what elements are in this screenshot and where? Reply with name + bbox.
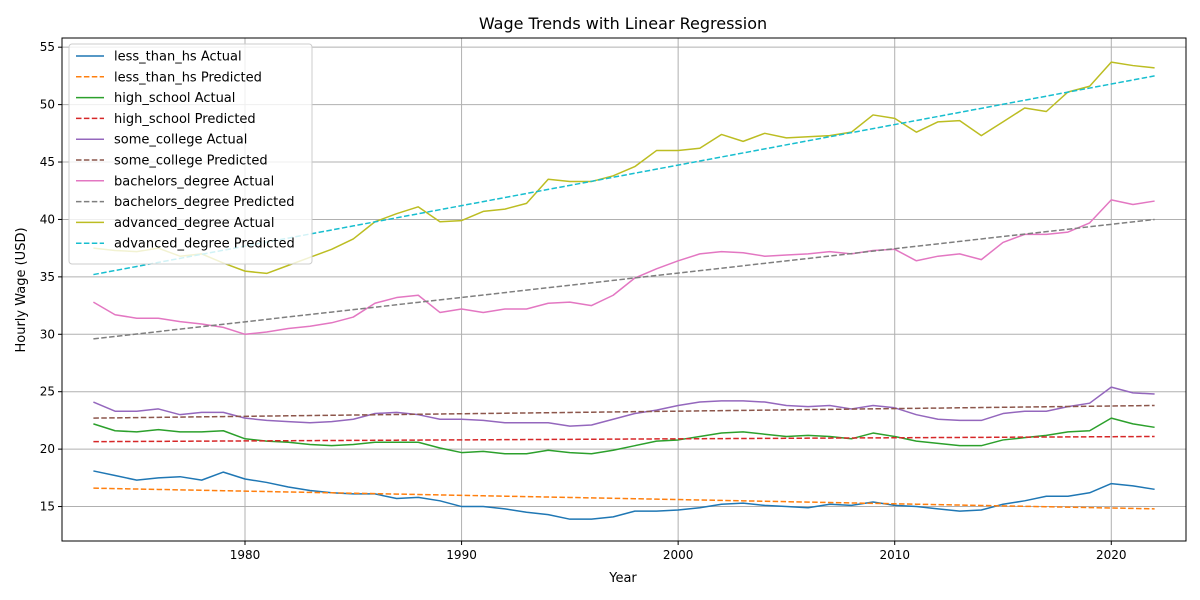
legend-label-bachelors-degree-predicted: bachelors_degree Predicted [114, 195, 295, 210]
series-line-bachelors-degree-actual [93, 199, 1155, 336]
series-lines [93, 61, 1155, 520]
y-tick-label: 45 [40, 155, 55, 169]
y-tick-label: 40 [40, 212, 55, 226]
legend-box [68, 43, 313, 265]
x-axis-label: Year [608, 571, 637, 586]
legend: less_than_hs Actual less_than_hs Predicte… [68, 43, 313, 265]
y-axis-label: Hourly Wage (USD) [14, 227, 29, 352]
y-tick-label: 55 [40, 40, 55, 54]
y-tick-label: 35 [40, 270, 55, 284]
x-axis: 1980 1990 2000 2010 2020 [230, 541, 1127, 562]
legend-label-some-college-actual: some_college Actual [114, 133, 247, 148]
legend-label-advanced-degree-predicted: advanced_degree Predicted [114, 237, 295, 252]
series-line-less-than-hs-predicted [93, 487, 1155, 510]
legend-label-some-college-predicted: some_college Predicted [114, 154, 268, 169]
series-line-some-college-actual [93, 386, 1155, 427]
series-line-less-than-hs-actual [93, 470, 1155, 520]
x-tick-label: 2020 [1096, 548, 1127, 562]
x-tick-label: 2000 [663, 548, 694, 562]
x-tick-label: 1980 [230, 548, 261, 562]
chart-title: Wage Trends with Linear Regression [479, 14, 767, 33]
y-tick-label: 25 [40, 385, 55, 399]
series-line-advanced-degree-actual [93, 61, 1155, 275]
series-line-advanced-degree-predicted [93, 75, 1155, 276]
x-tick-label: 1990 [446, 548, 477, 562]
legend-label-less-than-hs-predicted: less_than_hs Predicted [114, 70, 262, 85]
y-tick-label: 20 [40, 442, 55, 456]
x-tick-label: 2010 [879, 548, 910, 562]
series-line-high-school-predicted [93, 435, 1155, 443]
y-tick-label: 15 [40, 500, 55, 514]
legend-label-high-school-actual: high_school Actual [114, 91, 235, 106]
y-tick-label: 50 [40, 98, 55, 112]
legend-label-less-than-hs-actual: less_than_hs Actual [114, 50, 242, 65]
legend-label-high-school-predicted: high_school Predicted [114, 112, 256, 127]
plot-frame [61, 37, 1187, 542]
y-tick-label: 30 [40, 327, 55, 341]
series-line-some-college-predicted [93, 404, 1155, 419]
legend-label-advanced-degree-actual: advanced_degree Actual [114, 216, 274, 231]
legend-label-bachelors-degree-actual: bachelors_degree Actual [114, 174, 274, 189]
y-axis: 15 20 25 30 35 40 45 50 55 [40, 40, 62, 514]
series-line-bachelors-degree-predicted [93, 218, 1155, 340]
